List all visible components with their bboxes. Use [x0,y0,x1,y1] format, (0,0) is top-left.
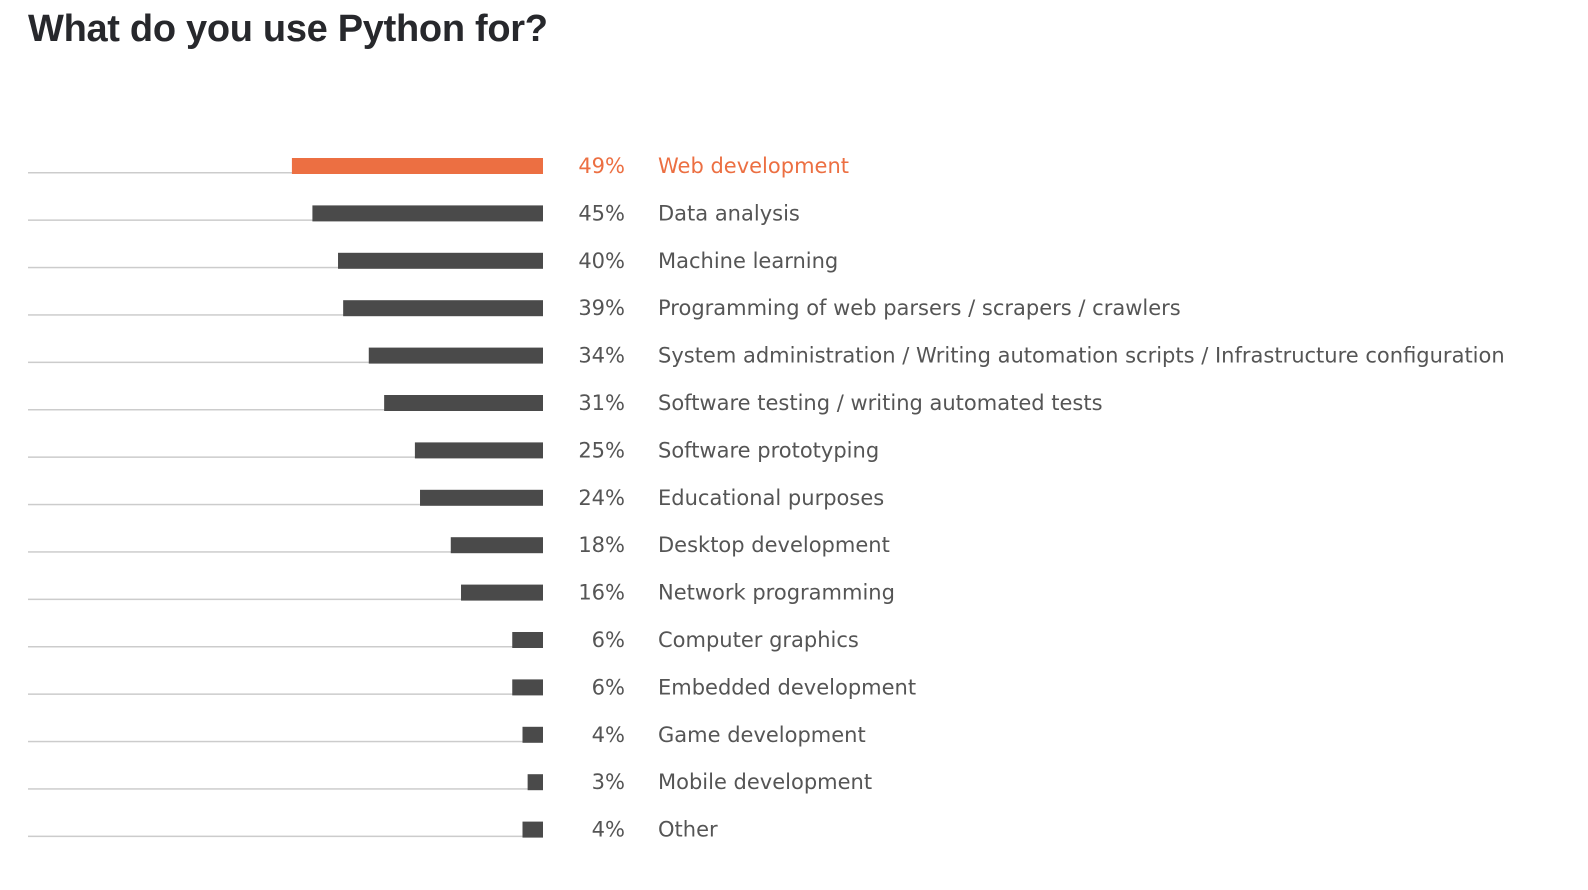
category-label: Machine learning [658,249,838,273]
bar-row: 49% Web development [28,154,849,178]
value-label: 4% [592,818,625,842]
category-label: Game development [658,723,866,747]
bar-track [28,503,543,506]
category-label: Other [658,818,718,842]
bar-track [28,646,543,648]
value-label: 31% [578,391,625,415]
bar-track [28,740,543,743]
bar-track [28,835,543,838]
value-label: 18% [578,533,625,557]
value-label: 6% [592,675,625,699]
bar [522,726,543,743]
bar-row: 6% Embedded development [28,675,916,699]
value-label: 16% [578,581,625,605]
bar [368,347,543,364]
value-label: 49% [578,154,625,178]
bar-row: 39% Programming of web parsers / scrapers… [28,296,1181,320]
category-label: Mobile development [658,770,872,794]
bar-track [28,172,543,174]
value-label: 4% [592,723,625,747]
bar-row: 16% Network programming [28,581,895,605]
bar-track [28,266,543,269]
category-label: Software prototyping [658,438,879,462]
category-label: Network programming [658,581,895,605]
bar [512,679,543,696]
bar-track [28,598,543,601]
bar-track [28,361,543,364]
value-label: 45% [578,201,625,225]
bar-track [28,788,543,790]
bar-row: 6% Computer graphics [28,628,859,652]
value-label: 34% [578,344,625,368]
bar-track [28,219,543,221]
chart-title: What do you use Python for? [28,8,548,50]
bar-row: 25% Software prototyping [28,438,879,462]
bar-row: 4% Other [28,818,718,842]
bar [512,632,543,648]
bar [291,158,543,174]
bar-row: 4% Game development [28,723,866,747]
bar-row: 24% Educational purposes [28,486,884,510]
category-label: Educational purposes [658,486,884,510]
category-label: Data analysis [658,201,800,225]
value-label: 6% [592,628,625,652]
bar [338,252,543,269]
bar [450,537,543,554]
bar [312,205,543,222]
bar-row: 34% System administration / Writing autom… [28,344,1505,368]
value-label: 25% [578,438,625,462]
bar-track [28,551,543,553]
category-label: Web development [658,154,849,178]
bar-row: 18% Desktop development [28,533,890,557]
bar [414,442,543,459]
bar-row: 3% Mobile development [28,770,872,794]
bar [384,395,543,411]
bar-track [28,693,543,695]
value-label: 40% [578,249,625,273]
bar [343,300,543,317]
value-label: 3% [592,770,625,794]
category-label: System administration / Writing automati… [658,344,1505,368]
category-label: Desktop development [658,533,890,557]
bar-track [28,314,543,316]
bar [461,584,543,601]
value-label: 39% [578,296,625,320]
bar [522,821,543,838]
value-label: 24% [578,486,625,510]
bar-row: 31% Software testing / writing automated … [28,391,1103,415]
category-label: Software testing / writing automated tes… [658,391,1103,415]
bar [527,774,543,791]
bar-row: 40% Machine learning [28,249,838,273]
category-label: Embedded development [658,675,916,699]
bar [420,489,543,506]
bar-track [28,456,543,458]
category-label: Computer graphics [658,628,859,652]
bar-row: 45% Data analysis [28,201,800,225]
bar-track [28,409,543,411]
category-label: Programming of web parsers / scrapers / … [658,296,1181,320]
